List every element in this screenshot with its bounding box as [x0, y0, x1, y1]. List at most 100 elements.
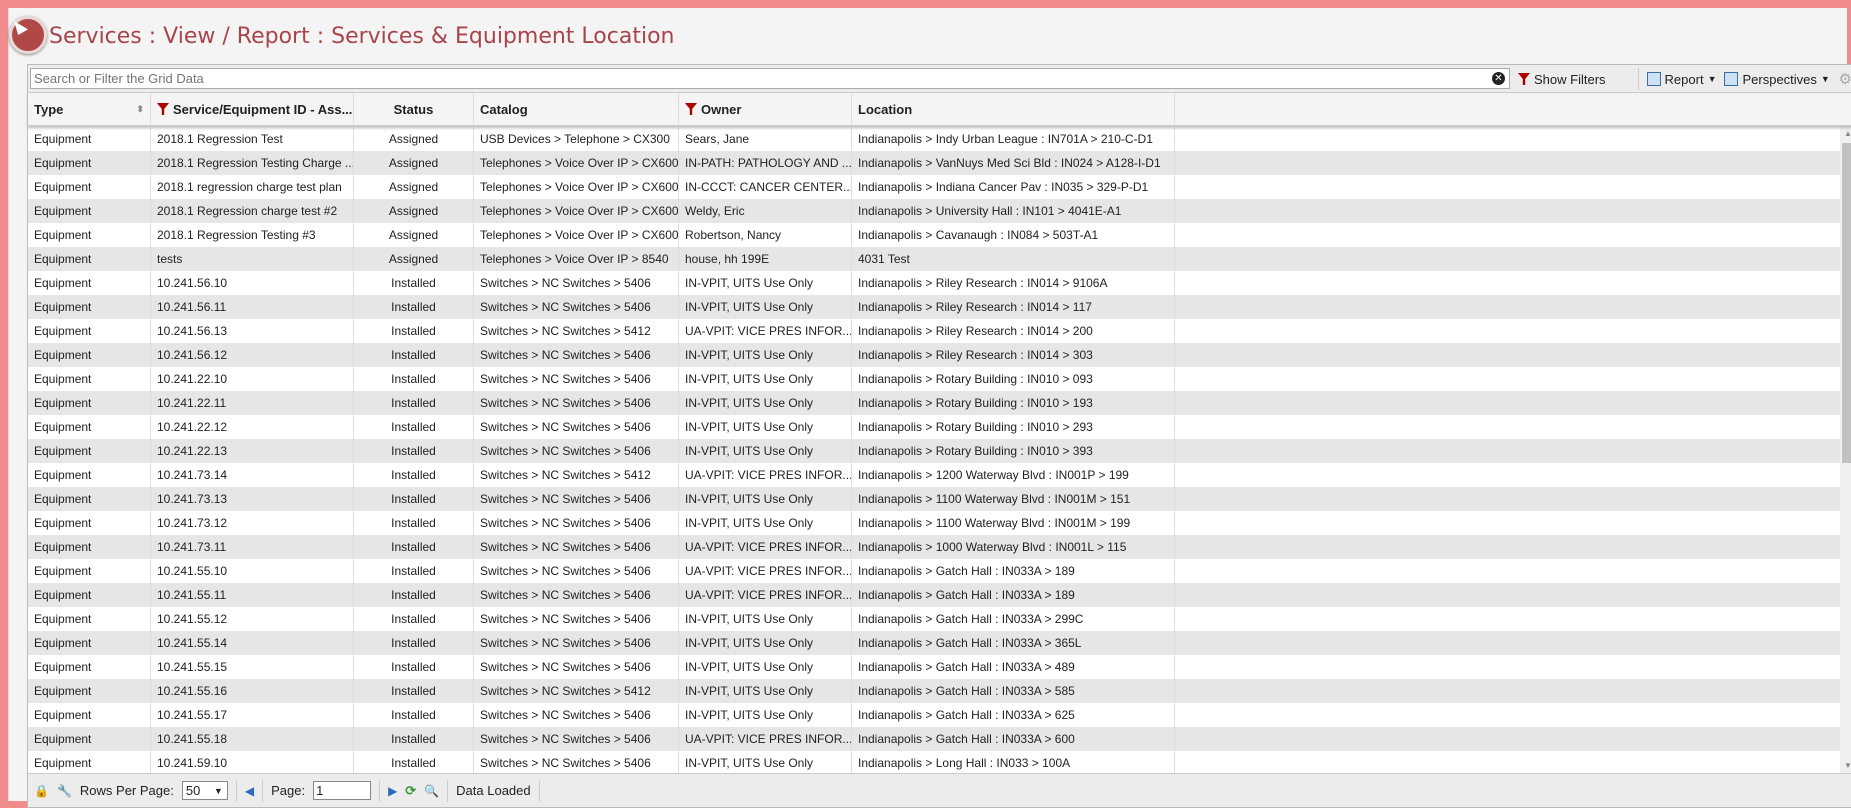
gear-icon[interactable]: ⚙ — [1838, 71, 1851, 88]
cell-status: Installed — [354, 583, 474, 607]
table-row[interactable]: Equipment 10.241.55.17 Installed Switches >… — [28, 703, 1842, 727]
cell-id: 10.241.22.13 — [151, 439, 354, 463]
table-row[interactable]: Equipment 2018.1 Regression Test Assigned U… — [28, 127, 1842, 151]
data-grid: ✕ Show Filters Report▼ Perspectives▼ ⚙ T… — [27, 64, 1851, 808]
table-row[interactable]: Equipment 10.241.73.12 Installed Switches >… — [28, 511, 1842, 535]
cell-type: Equipment — [28, 175, 151, 199]
table-row[interactable]: Equipment 10.241.55.15 Installed Switches >… — [28, 655, 1842, 679]
show-filters-label: Show Filters — [1534, 71, 1606, 87]
cell-status: Installed — [354, 703, 474, 727]
column-header-owner[interactable]: Owner — [679, 93, 852, 126]
cell-owner: house, hh 199E — [679, 247, 852, 271]
cell-type: Equipment — [28, 439, 151, 463]
cell-type: Equipment — [28, 655, 151, 679]
cell-type: Equipment — [28, 319, 151, 343]
table-row[interactable]: Equipment 10.241.56.11 Installed Switches >… — [28, 295, 1842, 319]
cell-owner: UA-VPIT: VICE PRES INFOR... — [679, 559, 852, 583]
table-row[interactable]: Equipment 10.241.22.13 Installed Switches >… — [28, 439, 1842, 463]
table-row[interactable]: Equipment 10.241.55.10 Installed Switches >… — [28, 559, 1842, 583]
cell-location: Indianapolis > Long Hall : IN033 > 100A — [852, 751, 1175, 773]
table-row[interactable]: Equipment 10.241.22.11 Installed Switches >… — [28, 391, 1842, 415]
table-row[interactable]: Equipment 10.241.55.12 Installed Switches >… — [28, 607, 1842, 631]
scroll-up-icon[interactable]: ▲ — [1844, 129, 1851, 138]
cell-catalog: Switches > NC Switches > 5406 — [474, 751, 679, 773]
cell-type: Equipment — [28, 751, 151, 773]
cell-status: Installed — [354, 439, 474, 463]
table-row[interactable]: Equipment 10.241.22.12 Installed Switches >… — [28, 415, 1842, 439]
cell-location: Indianapolis > University Hall : IN101 >… — [852, 199, 1175, 223]
column-header-id[interactable]: Service/Equipment ID - Ass... — [151, 93, 354, 126]
cell-location: Indianapolis > 1100 Waterway Blvd : IN00… — [852, 511, 1175, 535]
cell-type: Equipment — [28, 535, 151, 559]
sort-icon[interactable]: ⬍ — [136, 104, 144, 114]
column-header-type[interactable]: Type ⬍ — [28, 93, 151, 126]
cell-status: Installed — [354, 751, 474, 773]
cell-location: Indianapolis > Rotary Building : IN010 >… — [852, 391, 1175, 415]
table-row[interactable]: Equipment 10.241.56.13 Installed Switches >… — [28, 319, 1842, 343]
cell-catalog: Switches > NC Switches > 5406 — [474, 559, 679, 583]
table-row[interactable]: Equipment 2018.1 Regression charge test #… — [28, 199, 1842, 223]
grid-header: Type ⬍ Service/Equipment ID - Ass... Stat… — [28, 93, 1851, 126]
table-row[interactable]: Equipment 10.241.56.12 Installed Switches >… — [28, 343, 1842, 367]
table-row[interactable]: Equipment 2018.1 Regression Testing Charg… — [28, 151, 1842, 175]
cell-owner: IN-VPIT, UITS Use Only — [679, 367, 852, 391]
perspectives-button[interactable]: Perspectives ▼ — [1724, 71, 1830, 87]
table-row[interactable]: Equipment 10.241.55.11 Installed Switches >… — [28, 583, 1842, 607]
cell-type: Equipment — [28, 295, 151, 319]
cell-type: Equipment — [28, 583, 151, 607]
cell-status: Installed — [354, 367, 474, 391]
report-button[interactable]: Report ▼ — [1646, 72, 1716, 87]
cell-type: Equipment — [28, 247, 151, 271]
cell-catalog: Switches > NC Switches > 5406 — [474, 511, 679, 535]
cell-status: Assigned — [354, 247, 474, 271]
table-row[interactable]: Equipment 2018.1 Regression Testing #3 Ass… — [28, 223, 1842, 247]
cell-catalog: Telephones > Voice Over IP > CX600 — [474, 223, 679, 247]
show-filters-button[interactable]: Show Filters — [1518, 72, 1606, 87]
cell-id: 10.241.56.13 — [151, 319, 354, 343]
cell-type: Equipment — [28, 487, 151, 511]
table-row[interactable]: Equipment 10.241.22.10 Installed Switches >… — [28, 367, 1842, 391]
scrollbar-thumb[interactable] — [1842, 143, 1851, 463]
table-row[interactable]: Equipment tests Assigned Telephones > Voice… — [28, 247, 1842, 271]
filter-icon — [157, 103, 169, 115]
table-row[interactable]: Equipment 10.241.73.11 Installed Switches >… — [28, 535, 1842, 559]
cell-owner: UA-VPIT: VICE PRES INFOR... — [679, 583, 852, 607]
cell-type: Equipment — [28, 199, 151, 223]
search-input[interactable] — [30, 68, 1510, 89]
perspectives-label: Perspectives — [1742, 71, 1817, 87]
rows-per-page-select[interactable]: 50 ▼ — [181, 781, 228, 800]
cell-type: Equipment — [28, 631, 151, 655]
cell-id: 2018.1 regression charge test plan — [151, 175, 354, 199]
cell-id: 10.241.73.11 — [151, 535, 354, 559]
table-row[interactable]: Equipment 10.241.55.18 Installed Switches >… — [28, 727, 1842, 751]
page-input[interactable]: 1 — [313, 781, 372, 800]
clear-search-icon[interactable]: ✕ — [1492, 72, 1505, 85]
scroll-down-icon[interactable]: ▼ — [1844, 761, 1851, 770]
next-page-icon[interactable]: ▶ — [388, 783, 398, 798]
refresh-icon[interactable]: ⟳ — [405, 782, 417, 798]
table-row[interactable]: Equipment 10.241.73.13 Installed Switches >… — [28, 487, 1842, 511]
table-row[interactable]: Equipment 10.241.59.10 Installed Switches >… — [28, 751, 1842, 773]
column-header-catalog[interactable]: Catalog — [474, 93, 679, 126]
table-row[interactable]: Equipment 10.241.55.14 Installed Switches >… — [28, 631, 1842, 655]
table-row[interactable]: Equipment 10.241.73.14 Installed Switches >… — [28, 463, 1842, 487]
rows-per-page-value: 50 — [185, 783, 201, 798]
previous-page-icon[interactable]: ◀ — [244, 783, 255, 798]
cell-type: Equipment — [28, 463, 151, 487]
grid-footer: 🔒 🔧 Rows Per Page: 50 ▼ ◀ Page: 1 ▶ ⟳ 🔍 D… — [28, 773, 1851, 807]
cell-owner: UA-VPIT: VICE PRES INFOR... — [679, 463, 852, 487]
cell-owner: IN-VPIT, UITS Use Only — [679, 751, 852, 773]
table-row[interactable]: Equipment 2018.1 regression charge test p… — [28, 175, 1842, 199]
cell-catalog: Switches > NC Switches > 5406 — [474, 343, 679, 367]
column-header-status[interactable]: Status — [354, 93, 474, 126]
divider — [235, 779, 237, 802]
cell-id: 10.241.22.12 — [151, 415, 354, 439]
vertical-scrollbar[interactable]: ▲ ▼ — [1840, 127, 1851, 773]
column-header-location[interactable]: Location — [852, 93, 1175, 126]
wrench-icon[interactable]: 🔧 — [56, 783, 72, 798]
search-icon[interactable]: 🔍 — [424, 783, 440, 798]
table-row[interactable]: Equipment 10.241.55.16 Installed Switches >… — [28, 679, 1842, 703]
lock-icon[interactable]: 🔒 — [34, 783, 49, 798]
cell-owner: UA-VPIT: VICE PRES INFOR... — [679, 535, 852, 559]
table-row[interactable]: Equipment 10.241.56.10 Installed Switches >… — [28, 271, 1842, 295]
